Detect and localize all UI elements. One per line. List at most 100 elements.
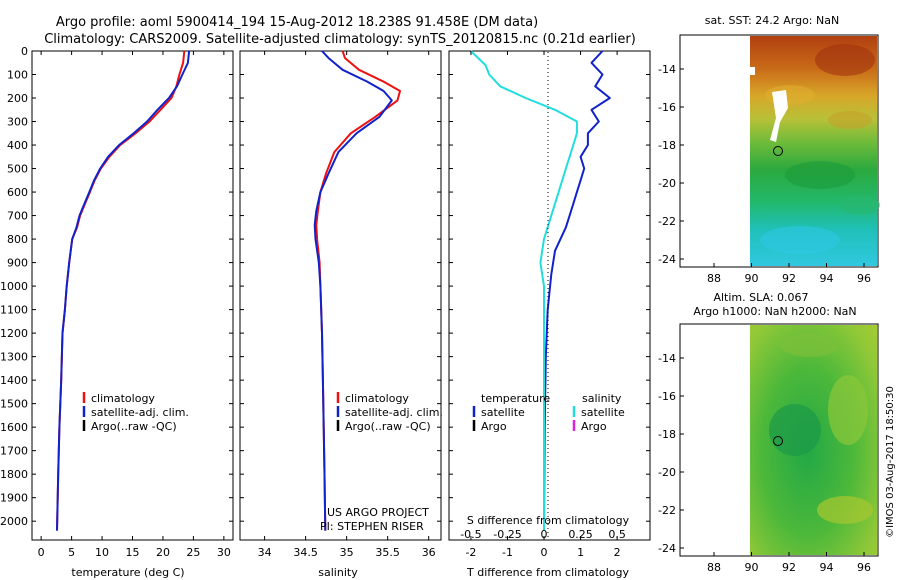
x-tick-label: -1 [502, 546, 513, 559]
x-tick-label: 15 [126, 546, 140, 559]
map-y-tick-label: -14 [658, 352, 676, 365]
depth-tick-label: 300 [7, 116, 28, 129]
legend-argo-label: Argo(..raw -QC) [91, 420, 177, 433]
depth-tick-label: 1100 [0, 304, 28, 317]
map-x-tick-label: 90 [745, 272, 759, 285]
depth-tick-label: 1500 [0, 398, 28, 411]
salinity-legend: climatology satellite-adj. clim. Argo(..… [336, 392, 443, 433]
map-y-tick-label: -20 [658, 177, 676, 190]
series-line-satellite-adj-clim- [313, 50, 393, 531]
x-axes: 0 5 10 15 20 25 30 34 34.5 35 35.5 36 -2 -1 0 1 2 -0.5 -0.… [38, 51, 626, 559]
map-y-tick-label: -18 [658, 139, 676, 152]
map-x-tick-label: 88 [707, 272, 721, 285]
map-x-tick-label: 94 [820, 561, 834, 574]
title-line-1: Argo profile: aoml 5900414_194 15-Aug-20… [56, 15, 538, 30]
s-tick-label: 0 [541, 528, 548, 541]
map-x-tick-label: 88 [707, 561, 721, 574]
map-y-tick-label: -24 [658, 542, 676, 555]
sst-map-title: sat. SST: 24.2 Argo: NaN [705, 14, 839, 27]
x-tick-label: 1 [577, 546, 584, 559]
sla-patch [817, 496, 873, 524]
s-tick-label: 0.25 [568, 528, 593, 541]
temperature-curves [56, 50, 191, 531]
depth-tick-label: 700 [7, 210, 28, 223]
depth-tick-label: 1000 [0, 280, 28, 293]
salinity-panel [239, 50, 442, 541]
temperature-legend: climatology satellite-adj. clim. Argo(..… [82, 392, 189, 433]
series-line-satellite-adj-clim- [56, 50, 191, 531]
depth-tick-label: 500 [7, 163, 28, 176]
sst-patch [785, 161, 855, 189]
imos-credit: ©IMOS 03-Aug-2017 18:50:30 [885, 386, 896, 538]
sst-patch [840, 195, 880, 215]
depth-tick-label: 1900 [0, 492, 28, 505]
depth-tick-label: 600 [7, 186, 28, 199]
sla-map-title-1: Altim. SLA: 0.067 [713, 291, 808, 304]
depth-tick-label: 200 [7, 92, 28, 105]
map-y-tick-label: -20 [658, 466, 676, 479]
map-y-tick-label: -22 [658, 504, 676, 517]
difference-curves [470, 50, 611, 531]
s-tick-label: -0.5 [460, 528, 481, 541]
x-tick-label: 34.5 [293, 546, 318, 559]
legend-satellite-label: satellite-adj. clim. [91, 406, 189, 419]
legend-salinity-heading: salinity [582, 392, 622, 405]
sst-argo-location-marker [773, 146, 783, 156]
depth-axis: 0 100 200 300 400 500 600 700 800 900 1000 1100 1200… [0, 45, 650, 528]
map-y-tick-label: -16 [658, 390, 676, 403]
legend-climatology-label: climatology [345, 392, 409, 405]
x-tick-label: 30 [217, 546, 231, 559]
difference-xlabel: T difference from climatology [466, 566, 629, 579]
s-tick-label: -0.25 [493, 528, 521, 541]
map-x-tick-label: 96 [857, 272, 871, 285]
temperature-panel [31, 50, 234, 541]
sst-map-texture [760, 44, 880, 254]
x-tick-label: 5 [68, 546, 75, 559]
project-annotation: US ARGO PROJECT [327, 506, 429, 519]
map-x-tick-label: 94 [820, 272, 834, 285]
s-difference-label: S difference from climatology [467, 514, 630, 527]
temperature-xlabel: temperature (deg C) [71, 566, 184, 579]
legend-t-argo-label: Argo [481, 420, 507, 433]
x-tick-label: 10 [95, 546, 109, 559]
map-y-tick-label: -16 [658, 101, 676, 114]
map-x-tick-label: 92 [782, 561, 796, 574]
depth-tick-label: 1700 [0, 445, 28, 458]
salinity-xlabel: salinity [318, 566, 358, 579]
sst-cloud-mask [770, 90, 788, 142]
sst-patch [828, 111, 872, 129]
depth-tick-label: 400 [7, 139, 28, 152]
depth-tick-label: 1200 [0, 327, 28, 340]
sst-cloud-mask [750, 67, 755, 75]
map-y-tick-label: -22 [658, 215, 676, 228]
legend-s-satellite-label: satellite [581, 406, 625, 419]
depth-tick-label: 1600 [0, 421, 28, 434]
series-line-temperature-satellite [543, 50, 611, 531]
x-tick-label: 36 [422, 546, 436, 559]
map-x-tick-label: 92 [782, 272, 796, 285]
depth-tick-label: 800 [7, 233, 28, 246]
sla-patch [828, 375, 868, 445]
depth-tick-label: 2000 [0, 515, 28, 528]
map-y-tick-label: -14 [658, 63, 676, 76]
legend-s-argo-label: Argo [581, 420, 607, 433]
s-tick-label: 0.5 [608, 528, 626, 541]
sla-patch [769, 404, 821, 456]
sst-patch [760, 226, 840, 254]
legend-climatology-label: climatology [91, 392, 155, 405]
sst-map-axes: -14 -16 -18 -20 -22 -24 88 90 92 94 96 [658, 63, 871, 285]
depth-tick-label: 0 [21, 45, 28, 58]
depth-tick-label: 100 [7, 69, 28, 82]
depth-tick-label: 1300 [0, 351, 28, 364]
x-tick-label: 2 [614, 546, 621, 559]
depth-tick-label: 1800 [0, 468, 28, 481]
pi-annotation: PI: STEPHEN RISER [320, 520, 424, 533]
depth-tick-label: 900 [7, 257, 28, 270]
x-tick-label: 35.5 [375, 546, 400, 559]
sla-argo-location-marker [773, 436, 783, 446]
legend-t-satellite-label: satellite [481, 406, 525, 419]
map-x-tick-label: 96 [857, 561, 871, 574]
sla-map-axes: -14 -16 -18 -20 -22 -24 88 90 92 94 96 [658, 352, 871, 574]
salinity-curves [313, 50, 401, 531]
